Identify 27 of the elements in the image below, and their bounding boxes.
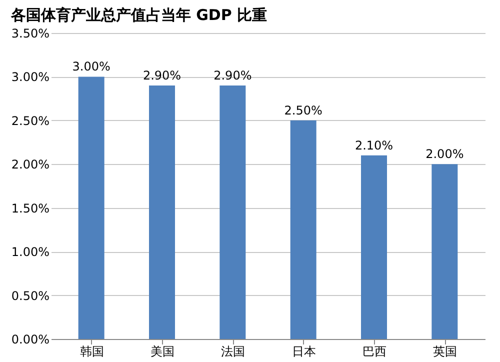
data-label: 3.00% <box>72 60 110 74</box>
data-label: 2.90% <box>214 68 252 82</box>
y-tick-label: 2.50% <box>11 114 50 128</box>
data-label: 2.00% <box>426 147 464 162</box>
bar <box>220 85 246 339</box>
bar <box>432 164 458 339</box>
x-tick-label: 巴西 <box>362 344 386 358</box>
y-tick-label: 3.00% <box>11 70 50 84</box>
y-tick-label: 3.50% <box>11 26 50 40</box>
y-tick-label: 1.00% <box>11 245 50 260</box>
x-tick-label: 韩国 <box>80 344 104 358</box>
bar <box>290 120 316 339</box>
bar <box>361 155 387 339</box>
x-tick-label: 英国 <box>433 344 458 358</box>
x-tick-label: 法国 <box>221 344 246 358</box>
x-tick-label: 日本 <box>292 344 316 358</box>
bar <box>78 76 104 339</box>
y-tick-label: 1.50% <box>11 201 50 216</box>
data-label: 2.10% <box>354 138 394 152</box>
data-label: 2.50% <box>284 103 322 118</box>
y-tick-label: 0.50% <box>11 288 50 303</box>
y-tick-label: 2.00% <box>11 158 50 172</box>
y-tick-label: 0.00% <box>11 332 50 346</box>
data-label: 2.90% <box>142 68 182 82</box>
chart-title: 各国体育产业总产值占当年 GDP 比重 <box>10 6 268 24</box>
x-tick-label: 美国 <box>150 344 174 358</box>
bar <box>149 85 175 339</box>
